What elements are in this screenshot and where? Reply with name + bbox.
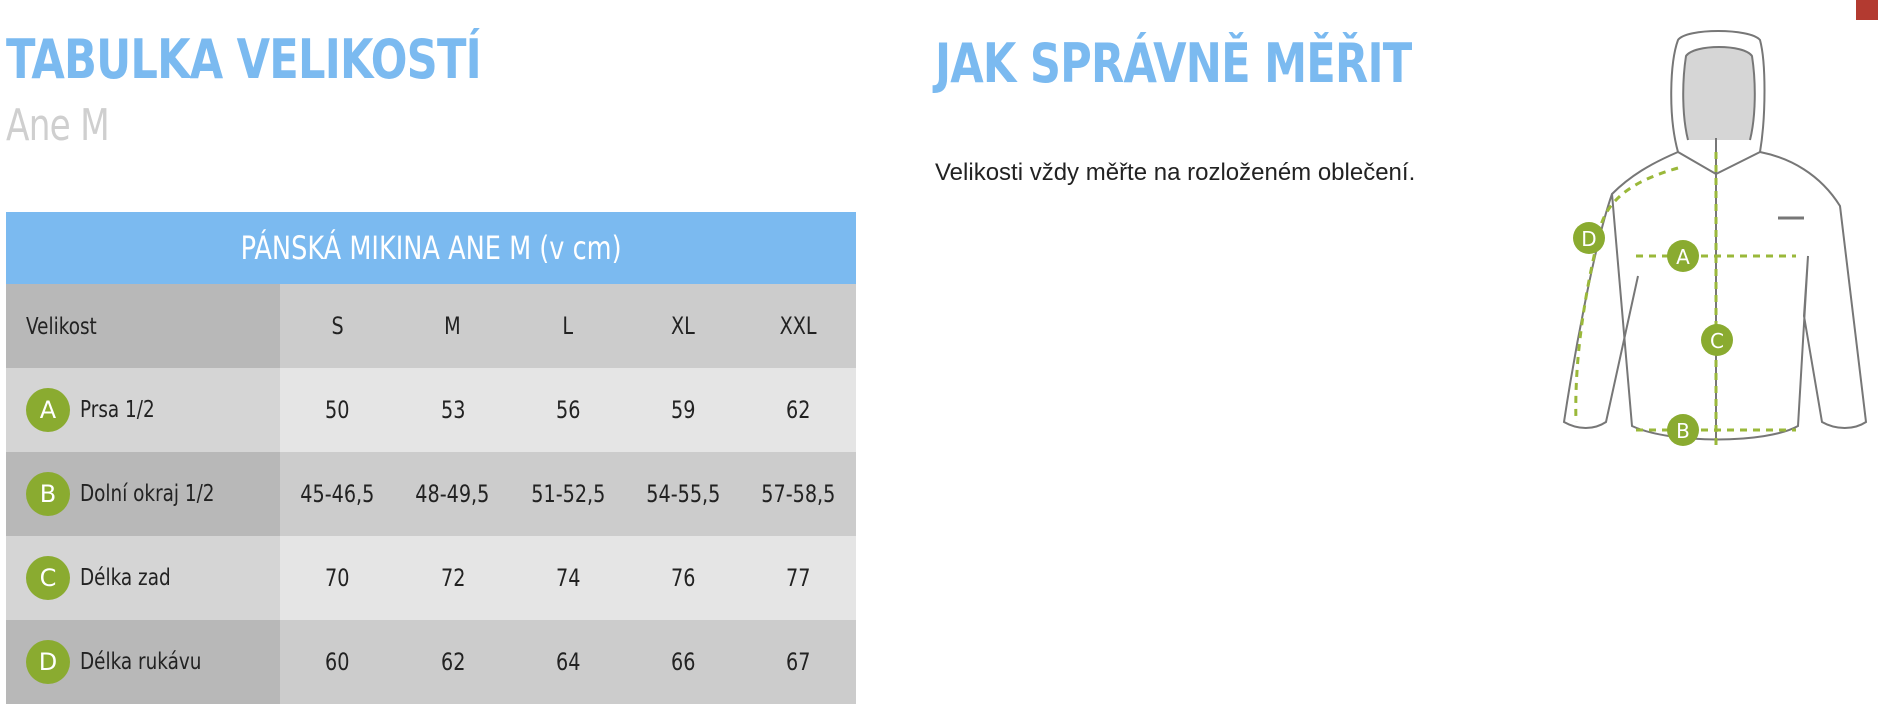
value-cell: 64 xyxy=(510,620,626,704)
value: 67 xyxy=(786,648,811,676)
value-cell: 51-52,5 xyxy=(510,452,626,536)
badge-b: B xyxy=(26,472,70,516)
row-label-cell: B Dolní okraj 1/2 xyxy=(6,452,280,536)
table-row: A Prsa 1/2 50 53 56 59 62 xyxy=(6,368,856,452)
size-label: M xyxy=(444,312,462,340)
value: 51-52,5 xyxy=(530,480,606,508)
badge-d-circle xyxy=(1573,222,1605,254)
row-label: Délka rukávu xyxy=(80,649,202,675)
value: 64 xyxy=(555,648,581,676)
size-label: S xyxy=(331,312,344,340)
value: 74 xyxy=(555,564,581,592)
value-cell: 48-49,5 xyxy=(395,452,511,536)
value-cell: 74 xyxy=(510,536,626,620)
value-cell: 53 xyxy=(395,368,511,452)
row-label-cell: A Prsa 1/2 xyxy=(6,368,280,452)
row-label: Délka zad xyxy=(80,565,171,591)
value: 66 xyxy=(670,648,696,676)
value-cell: 62 xyxy=(740,368,856,452)
size-header-row: Velikost S M L XL XXL xyxy=(6,284,856,368)
row-label: Prsa 1/2 xyxy=(80,397,155,423)
value-cell: 45-46,5 xyxy=(280,452,396,536)
value: 57-58,5 xyxy=(761,480,836,508)
value-cell: 60 xyxy=(280,620,396,704)
size-cell: XXL xyxy=(740,284,856,368)
badge-b-circle xyxy=(1667,414,1699,446)
table-row: C Délka zad 70 72 74 76 77 xyxy=(6,536,856,620)
corner-mark xyxy=(1856,0,1878,20)
value-cell: 59 xyxy=(625,368,741,452)
value-cell: 62 xyxy=(395,620,511,704)
value: 62 xyxy=(786,396,811,424)
value: 50 xyxy=(325,396,350,424)
size-label: L xyxy=(562,312,574,340)
value: 59 xyxy=(670,396,696,424)
product-name: Ane M xyxy=(6,100,110,151)
value-cell: 56 xyxy=(510,368,626,452)
jacket-diagram: A B C D xyxy=(1562,30,1868,446)
value: 53 xyxy=(440,396,465,424)
size-cell: S xyxy=(280,284,396,368)
header-label-cell: Velikost xyxy=(6,284,280,368)
size-table-title: TABULKA VELIKOSTÍ xyxy=(6,28,482,91)
badge-c: C xyxy=(26,556,70,600)
badge-a-circle xyxy=(1667,240,1699,272)
table-caption-text: PÁNSKÁ MIKINA ANE M (v cm) xyxy=(240,229,622,267)
hood-outline xyxy=(1670,30,1766,153)
value-cell: 66 xyxy=(625,620,741,704)
collar xyxy=(1677,151,1761,176)
diagram-badge-b: B xyxy=(1676,419,1690,443)
value-cell: 77 xyxy=(740,536,856,620)
value-cell: 50 xyxy=(280,368,396,452)
value: 76 xyxy=(670,564,696,592)
badge-d: D xyxy=(26,640,70,684)
value-cell: 57-58,5 xyxy=(740,452,856,536)
value-cell: 76 xyxy=(625,536,741,620)
size-table: PÁNSKÁ MIKINA ANE M (v cm) Velikost S M … xyxy=(6,212,856,704)
row-label-cell: C Délka zad xyxy=(6,536,280,620)
value: 56 xyxy=(555,396,581,424)
body-outline xyxy=(1610,151,1868,441)
header-label: Velikost xyxy=(26,314,97,340)
diagram-badge-d: D xyxy=(1581,227,1596,251)
value-cell: 72 xyxy=(395,536,511,620)
size-label: XL xyxy=(671,312,696,340)
table-caption: PÁNSKÁ MIKINA ANE M (v cm) xyxy=(6,212,856,284)
value: 45-46,5 xyxy=(300,480,375,508)
hood-inner xyxy=(1682,46,1756,141)
size-label: XXL xyxy=(779,312,817,340)
row-label-cell: D Délka rukávu xyxy=(6,620,280,704)
value-cell: 54-55,5 xyxy=(625,452,741,536)
value-cell: 70 xyxy=(280,536,396,620)
value-cell: 67 xyxy=(740,620,856,704)
diagram-badges: A B C D xyxy=(1573,222,1733,446)
size-cell: M xyxy=(395,284,511,368)
size-cell: XL xyxy=(625,284,741,368)
size-cell: L xyxy=(510,284,626,368)
value: 54-55,5 xyxy=(646,480,721,508)
value: 72 xyxy=(440,564,465,592)
row-label: Dolní okraj 1/2 xyxy=(80,481,215,507)
measure-title: JAK SPRÁVNĚ MĚŘIT xyxy=(935,32,1412,95)
value: 70 xyxy=(325,564,350,592)
diagram-badge-a: A xyxy=(1676,245,1690,269)
diagram-badge-c: C xyxy=(1710,329,1724,353)
value: 62 xyxy=(440,648,465,676)
measure-note: Velikosti vždy měřte na rozloženém obleč… xyxy=(935,159,1416,186)
measure-line-d xyxy=(1574,166,1679,423)
badge-a: A xyxy=(26,388,70,432)
value: 77 xyxy=(786,564,811,592)
table-row: B Dolní okraj 1/2 45-46,5 48-49,5 51-52,5… xyxy=(6,452,856,536)
badge-c-circle xyxy=(1701,324,1733,356)
table-row: D Délka rukávu 60 62 64 66 67 xyxy=(6,620,856,704)
value: 48-49,5 xyxy=(415,480,490,508)
value: 60 xyxy=(325,648,350,676)
